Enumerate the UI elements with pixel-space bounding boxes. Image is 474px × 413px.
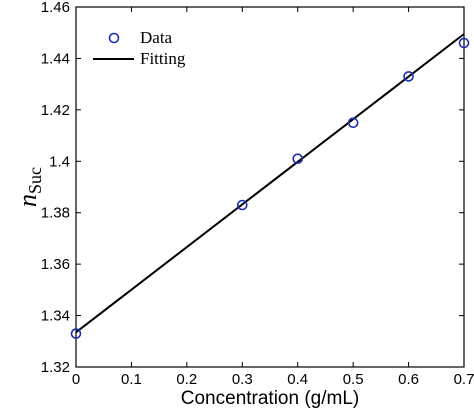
- y-tick-label: 1.4: [49, 153, 70, 170]
- legend-data-label: Data: [140, 28, 173, 47]
- x-axis-title: Concentration (g/mL): [181, 388, 359, 409]
- y-axis-title-main: n: [13, 194, 42, 207]
- y-tick-label: 1.34: [41, 308, 70, 325]
- x-tick-label: 0.4: [287, 371, 308, 388]
- fit-layer: [75, 33, 465, 334]
- y-tick-label: 1.32: [41, 359, 70, 376]
- y-tick-label: 1.36: [41, 256, 70, 273]
- x-tick-label: 0.2: [176, 371, 197, 388]
- data-point: [236, 199, 248, 211]
- y-tick-label: 1.46: [41, 0, 70, 16]
- x-tick-label: 0.1: [121, 371, 142, 388]
- x-tick-label: 0.5: [343, 371, 364, 388]
- x-tick-label: 0.7: [454, 371, 474, 388]
- tick-labels: 0 0.1 0.2 0.3 0.4 0.5 0.6 0.7 1.32 1.34 1.36 1.38 1.…: [41, 0, 474, 388]
- y-axis-title: nSuc: [13, 167, 45, 207]
- legend-data-marker: [108, 32, 120, 44]
- data-point: [403, 71, 414, 82]
- y-tick-label: 1.42: [41, 102, 70, 119]
- data-point: [347, 117, 359, 129]
- axis-ticks: [75, 6, 465, 368]
- data-point: [292, 153, 304, 165]
- legend-fitting-label: Fitting: [140, 49, 186, 68]
- legend: Data Fitting: [93, 28, 186, 68]
- data-points: [70, 37, 470, 339]
- plot-area-frame: [75, 6, 465, 368]
- y-axis-title-subscript: Suc: [25, 167, 45, 194]
- y-tick-label: 1.38: [41, 205, 70, 222]
- fitting-line: [75, 33, 465, 334]
- x-tick-label: 0: [72, 371, 80, 388]
- data-point: [458, 37, 470, 49]
- x-tick-label: 0.3: [232, 371, 253, 388]
- data-point: [70, 328, 82, 339]
- x-tick-label: 0.6: [398, 371, 419, 388]
- y-tick-label: 1.44: [41, 50, 70, 67]
